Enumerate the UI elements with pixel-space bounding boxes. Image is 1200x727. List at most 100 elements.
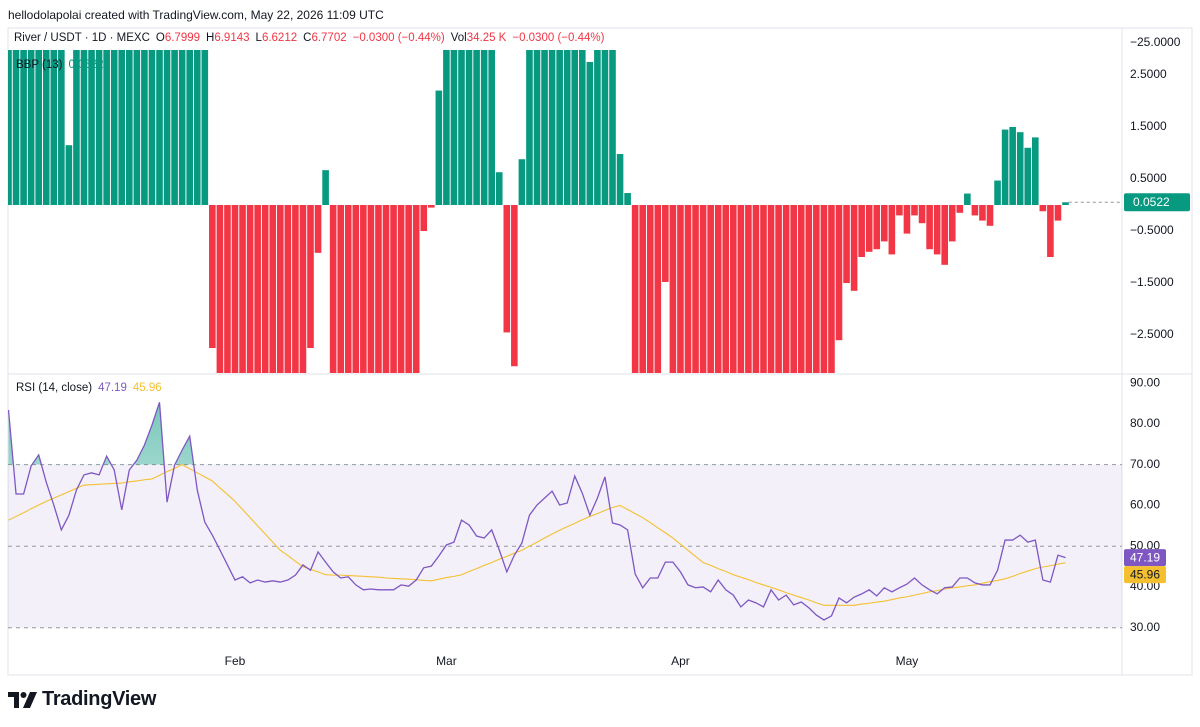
y-tick-label: −1.5000 xyxy=(1130,275,1174,289)
bar xyxy=(1024,147,1032,205)
bar xyxy=(80,50,88,205)
bar xyxy=(307,204,314,349)
bar xyxy=(631,204,639,373)
bar xyxy=(20,50,27,205)
bar xyxy=(269,204,277,373)
ohlc-key: H xyxy=(206,32,215,44)
bar xyxy=(118,50,126,205)
bar xyxy=(42,50,50,205)
bar xyxy=(231,204,239,373)
bar xyxy=(390,204,397,373)
volume-item: Vol34.25 K xyxy=(451,32,507,44)
bar xyxy=(27,50,35,205)
bar xyxy=(239,204,246,373)
bar xyxy=(420,204,428,232)
bar xyxy=(178,50,186,205)
bar xyxy=(692,204,699,373)
bar xyxy=(103,50,110,205)
change: −0.0300 (−0.44%) xyxy=(352,32,445,44)
bbp-last-value: 0.0522 xyxy=(68,59,104,71)
logo-icon xyxy=(8,691,37,708)
bar xyxy=(933,204,941,255)
bar xyxy=(518,159,526,205)
axes: −25.0000 2.5000 1.5000 0.5000 −0.5000 −1.500… xyxy=(225,35,1190,668)
bar xyxy=(367,204,375,373)
bar xyxy=(397,204,405,373)
bar xyxy=(428,204,435,208)
y-tick-label: 80.00 xyxy=(1130,416,1160,430)
bar xyxy=(805,204,813,373)
bar xyxy=(443,50,450,205)
ohlc-item: O6.7999 xyxy=(156,32,200,44)
bar xyxy=(58,50,65,205)
bar xyxy=(193,50,201,205)
bar xyxy=(601,50,609,205)
bar xyxy=(405,204,412,373)
bar xyxy=(299,204,307,373)
bar xyxy=(171,50,178,205)
price-scale-label: −25.0000 xyxy=(1130,35,1181,49)
bar xyxy=(1054,204,1062,221)
x-tick-label: Apr xyxy=(671,654,690,668)
bar xyxy=(1001,129,1009,205)
rsi-last-value: 47.19 xyxy=(98,382,127,394)
bar xyxy=(624,193,631,205)
bar xyxy=(865,204,873,252)
bar xyxy=(918,204,926,224)
bar xyxy=(133,50,141,205)
rsi-ma-last-value: 45.96 xyxy=(132,382,162,394)
y-tick-label: 50.00 xyxy=(1130,538,1160,552)
x-tick-label: May xyxy=(896,654,919,668)
bar xyxy=(828,204,835,373)
bar xyxy=(609,50,616,205)
bar xyxy=(435,90,443,205)
bar xyxy=(329,204,337,373)
bar xyxy=(541,50,548,205)
y-tick-label: 1.5000 xyxy=(1130,119,1167,133)
bar xyxy=(352,204,360,373)
y-tick-label: −0.5000 xyxy=(1130,223,1174,237)
bar xyxy=(714,204,722,373)
ohlc-key: L xyxy=(255,32,262,44)
bar xyxy=(888,204,896,255)
bar xyxy=(790,204,797,373)
rsi-title: RSI (14, close) xyxy=(16,382,93,394)
bar xyxy=(986,204,994,226)
bar xyxy=(745,204,752,373)
bar xyxy=(707,204,714,373)
y-tick-label: 60.00 xyxy=(1130,498,1160,512)
bar xyxy=(850,204,858,291)
bar xyxy=(12,50,20,205)
bar xyxy=(360,204,367,373)
y-tick-label: 2.5000 xyxy=(1130,67,1167,81)
x-tick-label: Mar xyxy=(436,654,457,668)
y-tick-label: −2.5000 xyxy=(1130,327,1174,341)
bar xyxy=(971,204,979,216)
bar xyxy=(480,50,488,205)
bar xyxy=(586,61,594,205)
bar xyxy=(473,50,480,205)
bar xyxy=(35,50,42,205)
bar xyxy=(8,50,12,205)
y-tick-label: 0.5000 xyxy=(1130,171,1167,185)
bar xyxy=(579,50,586,205)
bar xyxy=(858,204,865,258)
bar xyxy=(994,180,1001,205)
ohlc-item: C6.7702 xyxy=(303,32,347,44)
bar xyxy=(186,50,193,205)
bar xyxy=(941,204,948,265)
bar xyxy=(556,50,563,205)
bar xyxy=(156,50,163,205)
bar xyxy=(50,50,58,205)
bar xyxy=(956,204,964,213)
bar xyxy=(571,50,579,205)
bar xyxy=(344,204,352,373)
bar xyxy=(224,204,231,373)
bar xyxy=(767,204,775,373)
bbp-title: BBP (13) xyxy=(16,59,63,71)
bar xyxy=(201,50,209,205)
volume-change: −0.0300 (−0.44%) xyxy=(512,32,605,44)
bar xyxy=(979,204,986,221)
